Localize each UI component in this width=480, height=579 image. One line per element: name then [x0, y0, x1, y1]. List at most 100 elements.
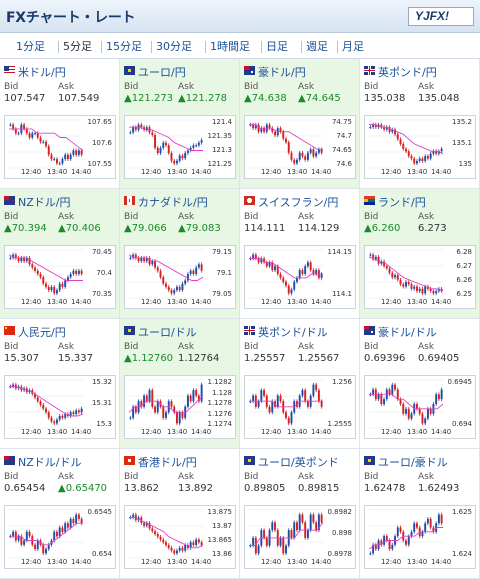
price-chart[interactable]: 0.6945 0.694 12:40 13:40 14:40 [364, 375, 476, 439]
price-chart[interactable]: 114.15 114.1 12:40 13:40 14:40 [244, 245, 356, 309]
price-chart-svg [9, 379, 84, 429]
candle-body [432, 527, 435, 532]
y-tick-label: 6.28 [456, 248, 472, 256]
pair-name-link[interactable]: ランド/円 [378, 196, 426, 209]
rate-cell[interactable]: ユーロ/英ポンド Bid Ask 0.89805 0.89815 0.8982 0.898 0… [240, 449, 360, 579]
rate-cell[interactable]: 米ドル/円 Bid Ask 107.547 107.549 107.65 107.6 107.… [0, 59, 120, 189]
price-chart[interactable]: 1.625 1.624 12:40 13:40 14:40 [364, 505, 476, 569]
rate-cell[interactable]: NZドル/円 Bid Ask ▲70.394 ▲70.406 70.45 70.4 70.35… [0, 189, 120, 319]
pair-name-link[interactable]: スイスフラン/円 [258, 196, 339, 209]
candle-body [64, 523, 67, 532]
tab-5[interactable]: 1時間足 [210, 40, 250, 53]
rate-cell[interactable]: ランド/円 Bid Ask ▲6.260 6.273 6.28 6.27 6.26 6.25 12… [360, 189, 480, 319]
ask-label: Ask [418, 212, 435, 222]
candle-body [306, 152, 309, 160]
price-chart[interactable]: 107.65 107.6 107.55 12:40 13:40 14:40 [4, 115, 116, 179]
pair-name-link[interactable]: 香港ドル/円 [138, 456, 197, 469]
price-chart[interactable]: 0.6545 0.654 12:40 13:40 14:40 [4, 505, 116, 569]
candle-body [421, 413, 424, 424]
candle-body [432, 291, 435, 294]
pair-name-link[interactable]: NZドル/円 [18, 196, 71, 209]
yjfx-logo[interactable]: YJFX! [408, 7, 474, 26]
rate-cell[interactable]: ユーロ/円 Bid Ask ▲121.273 ▲121.278 121.4 121.35 12… [120, 59, 240, 189]
pair-name-link[interactable]: 豪ドル/円 [258, 66, 306, 79]
x-tick-label: 12:40 [21, 168, 42, 176]
candle-body [407, 281, 410, 285]
candle-body [36, 540, 39, 550]
bid-value: ▲70.394 [4, 223, 47, 234]
candle-body [170, 401, 173, 407]
candle-body [410, 156, 413, 159]
candle-body [75, 150, 78, 155]
candle-body [45, 549, 47, 554]
pair-name-link[interactable]: カナダドル/円 [138, 196, 208, 209]
tab-8[interactable]: 月足 [342, 40, 364, 53]
price-chart[interactable]: 1.1282 1.128 1.1278 1.1276 1.1274 12:40 13:40 1… [124, 375, 236, 439]
candle-body [296, 159, 298, 164]
y-tick-label: 0.898 [331, 529, 352, 537]
price-chart[interactable]: 0.8982 0.898 0.8978 12:40 13:40 14:40 [244, 505, 356, 569]
rate-cell[interactable]: ユーロ/ドル Bid Ask ▲1.12760 1.12764 1.1282 1.128 1.… [120, 319, 240, 449]
pair-name-link[interactable]: 英ポンド/ドル [258, 326, 328, 339]
candle-body [257, 545, 260, 554]
pair-name-link[interactable]: ユーロ/ドル [138, 326, 197, 339]
price-chart-svg [249, 249, 323, 299]
rate-cell[interactable]: 豪ドル/ドル Bid Ask 0.69396 0.69405 0.6945 0.694 12:… [360, 319, 480, 449]
price-chart[interactable]: 15.32 15.31 15.3 12:40 13:40 14:40 [4, 375, 116, 439]
candle-body [402, 284, 405, 287]
price-chart[interactable]: 6.28 6.27 6.26 6.25 12:40 13:40 14:40 [364, 245, 476, 309]
candle-body [383, 399, 386, 404]
tab-4[interactable]: 30分足 [156, 40, 192, 53]
pair-name-link[interactable]: 人民元/円 [18, 326, 66, 339]
candle-body [47, 286, 50, 291]
rate-cell[interactable]: 英ポンド/円 Bid Ask 135.038 135.048 135.2 135.1 135 1… [360, 59, 480, 189]
rate-cell[interactable]: スイスフラン/円 Bid Ask 114.111 114.129 114.15 114.1 1… [240, 189, 360, 319]
candle-body [170, 290, 173, 294]
flag-icon [364, 456, 375, 465]
candle-body [181, 547, 184, 551]
price-chart[interactable]: 74.75 74.7 74.65 74.6 12:40 13:40 14:40 [244, 115, 356, 179]
price-chart[interactable]: 79.15 79.1 79.05 12:40 13:40 14:40 [124, 245, 236, 309]
candle-body [173, 160, 176, 164]
y-tick-label: 15.3 [96, 420, 112, 428]
candle-body [249, 545, 252, 547]
flag-icon [4, 196, 15, 205]
rate-cell[interactable]: 香港ドル/円 Bid Ask 13.862 13.892 13.875 13.87 13.86… [120, 449, 240, 579]
price-chart[interactable]: 121.4 121.35 121.3 121.25 12:40 13:40 14:40 [124, 115, 236, 179]
candle-body [426, 408, 429, 419]
price-chart[interactable]: 13.875 13.87 13.865 13.86 12:40 13:40 14:40 [124, 505, 236, 569]
pair-name-link[interactable]: ユーロ/円 [138, 66, 186, 79]
rate-cell[interactable]: ユーロ/豪ドル Bid Ask 1.62478 1.62493 1.625 1.624 12:… [360, 449, 480, 579]
candle-body [252, 124, 255, 129]
candle-body [197, 264, 200, 268]
bid-value: 114.111 [244, 223, 286, 234]
price-chart[interactable]: 1.256 1.2555 12:40 13:40 14:40 [244, 375, 356, 439]
tab-1[interactable]: 1分足 [16, 40, 45, 53]
candle-body [34, 267, 36, 271]
pair-name-link[interactable]: 英ポンド/円 [378, 66, 437, 79]
y-tick-label: 74.65 [331, 146, 352, 154]
pair-name-link[interactable]: NZドル/ドル [18, 456, 82, 469]
pair-name-link[interactable]: ユーロ/豪ドル [378, 456, 448, 469]
x-tick-label: 13:40 [287, 428, 308, 436]
price-chart[interactable]: 135.2 135.1 135 12:40 13:40 14:40 [364, 115, 476, 179]
y-tick-label: 114.1 [331, 290, 352, 298]
rate-cell[interactable]: カナダドル/円 Bid Ask ▲79.066 ▲79.083 79.15 79.1 79.0… [120, 189, 240, 319]
pair-name-link[interactable]: 米ドル/円 [18, 66, 66, 79]
tab-2[interactable]: 5分足 [63, 40, 92, 53]
rate-cell[interactable]: 豪ドル/円 Bid Ask ▲74.638 ▲74.645 74.75 74.7 74.65 7… [240, 59, 360, 189]
candle-body [148, 522, 151, 529]
x-tick-label: 14:40 [431, 298, 452, 306]
tab-7[interactable]: 週足 [306, 40, 328, 53]
pair-name-link[interactable]: ユーロ/英ポンド [258, 456, 339, 469]
pair-name-link[interactable]: 豪ドル/ドル [378, 326, 437, 339]
rate-cell[interactable]: 英ポンド/ドル Bid Ask 1.25557 1.25567 1.256 1.2555 12… [240, 319, 360, 449]
price-chart[interactable]: 70.45 70.4 70.35 12:40 13:40 14:40 [4, 245, 116, 309]
candle-body [263, 258, 266, 263]
rate-cell[interactable]: NZドル/ドル Bid Ask 0.65454 ▲0.65470 0.6545 0.654 1… [0, 449, 120, 579]
rate-cell[interactable]: 人民元/円 Bid Ask 15.307 15.337 15.32 15.31 15.3 12:… [0, 319, 120, 449]
candle-body [25, 128, 28, 134]
candle-body [197, 142, 200, 146]
tab-3[interactable]: 15分足 [106, 40, 142, 53]
tab-6[interactable]: 日足 [266, 40, 288, 53]
